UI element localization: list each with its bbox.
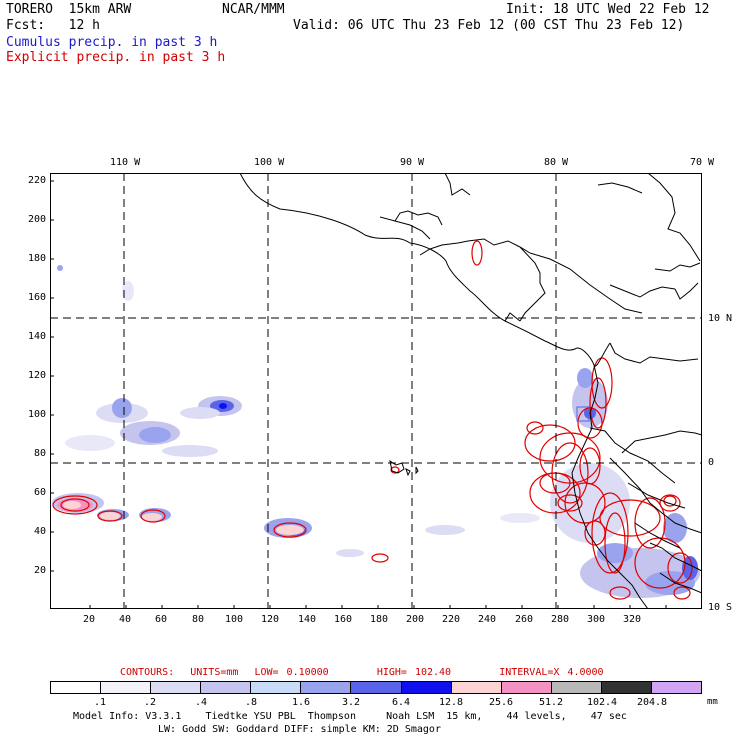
x-tick: 180: [370, 614, 389, 625]
legend-tick: 6.4: [391, 697, 411, 708]
x-tick: 160: [334, 614, 353, 625]
forecast-hour: Fcst: 12 h: [6, 18, 100, 33]
legend-tick: 1.6: [291, 697, 311, 708]
y-tick: 180: [28, 253, 47, 264]
x-tick: 220: [442, 614, 461, 625]
x-tick: 20: [83, 614, 96, 625]
lon-label-90w: 90 W: [400, 157, 425, 168]
y-tick: 60: [34, 487, 47, 498]
contours-title: CONTOURS:: [120, 667, 175, 678]
legend-tick: 204.8: [636, 697, 668, 708]
legend-tick: 102.4: [586, 697, 618, 708]
x-tick: 120: [261, 614, 280, 625]
x-tick: 320: [623, 614, 642, 625]
explicit-precip-label: Explicit precip. in past 3 h: [6, 50, 226, 65]
model-info-line1: Model Info: V3.3.1 Tiedtke YSU PBL Thomp…: [73, 711, 627, 722]
lat-label-10n: 10 N: [708, 313, 733, 324]
explicit-precip-contours: [52, 240, 693, 600]
legend-color-cell: [401, 682, 452, 693]
y-tick: 200: [28, 214, 47, 225]
cumulus-precip-label: Cumulus precip. in past 3 h: [6, 35, 218, 50]
legend-tick: 25.6: [488, 697, 514, 708]
legend-color-cell: [551, 682, 602, 693]
y-tick: 140: [28, 331, 47, 342]
legend-color-cell: [351, 682, 402, 693]
contours-info: CONTOURS: UNITS=mm LOW= 0.10000 HIGH= 10…: [120, 667, 604, 678]
lon-label-100w: 100 W: [254, 157, 285, 168]
legend-color-cell: [251, 682, 302, 693]
legend-tick: 12.8: [438, 697, 464, 708]
init-time: Init: 18 UTC Wed 22 Feb 12: [506, 2, 710, 17]
legend-color-cell: [501, 682, 552, 693]
legend-unit: mm: [707, 697, 718, 707]
x-tick: 300: [587, 614, 606, 625]
x-tick: 140: [298, 614, 317, 625]
y-tick: 220: [28, 175, 47, 186]
x-tick: 40: [119, 614, 132, 625]
y-tick: 20: [34, 565, 47, 576]
x-tick: 240: [478, 614, 497, 625]
legend-tick: .4: [194, 697, 208, 708]
coastlines: [239, 173, 702, 609]
contours-units: UNITS=mm: [190, 667, 239, 678]
explicit-precip-shading: [57, 498, 304, 535]
y-tick: 120: [28, 370, 47, 381]
map-tick-marks: [50, 180, 667, 609]
lon-label-80w: 80 W: [544, 157, 569, 168]
precip-map: [50, 173, 702, 609]
legend-color-cell: [101, 682, 152, 693]
x-tick: 80: [192, 614, 205, 625]
legend-color-cell: [151, 682, 202, 693]
legend-tick: .1: [93, 697, 107, 708]
lat-label-equator: 0: [708, 457, 715, 468]
x-tick: 260: [515, 614, 534, 625]
x-tick: 100: [225, 614, 244, 625]
lat-lon-grid: [50, 173, 702, 609]
cumulus-contour-box: [576, 406, 590, 422]
y-tick: 80: [34, 448, 47, 459]
x-tick: 200: [406, 614, 425, 625]
y-tick: 100: [28, 409, 47, 420]
valid-time: Valid: 06 UTC Thu 23 Feb 12 (00 CST Thu …: [293, 18, 685, 33]
lon-label-110w: 110 W: [110, 157, 141, 168]
legend-color-cell: [51, 682, 102, 693]
contours-low: LOW= 0.10000: [254, 667, 329, 678]
x-tick: 280: [551, 614, 570, 625]
y-tick: 40: [34, 526, 47, 537]
legend-tick: 3.2: [341, 697, 361, 708]
color-legend-bar: [50, 681, 702, 694]
model-title: TORERO 15km ARW: [6, 2, 132, 17]
legend-color-cell: [651, 682, 702, 693]
model-info-line2: LW: Godd SW: Goddard DIFF: simple KM: 2D…: [158, 724, 441, 735]
legend-color-cell: [451, 682, 502, 693]
contours-high: HIGH= 102.40: [376, 667, 452, 678]
legend-color-cell: [301, 682, 352, 693]
legend-tick: .2: [143, 697, 157, 708]
legend-color-cell: [201, 682, 252, 693]
legend-tick: .8: [244, 697, 258, 708]
legend-color-cell: [601, 682, 652, 693]
organization-label: NCAR/MMM: [222, 2, 285, 17]
y-tick: 160: [28, 292, 47, 303]
contours-interval: INTERVAL=X 4.0000: [499, 667, 604, 678]
x-tick: 60: [155, 614, 168, 625]
lat-label-10s: 10 S: [708, 602, 733, 613]
legend-tick: 51.2: [538, 697, 564, 708]
lon-label-70w: 70 W: [690, 157, 715, 168]
